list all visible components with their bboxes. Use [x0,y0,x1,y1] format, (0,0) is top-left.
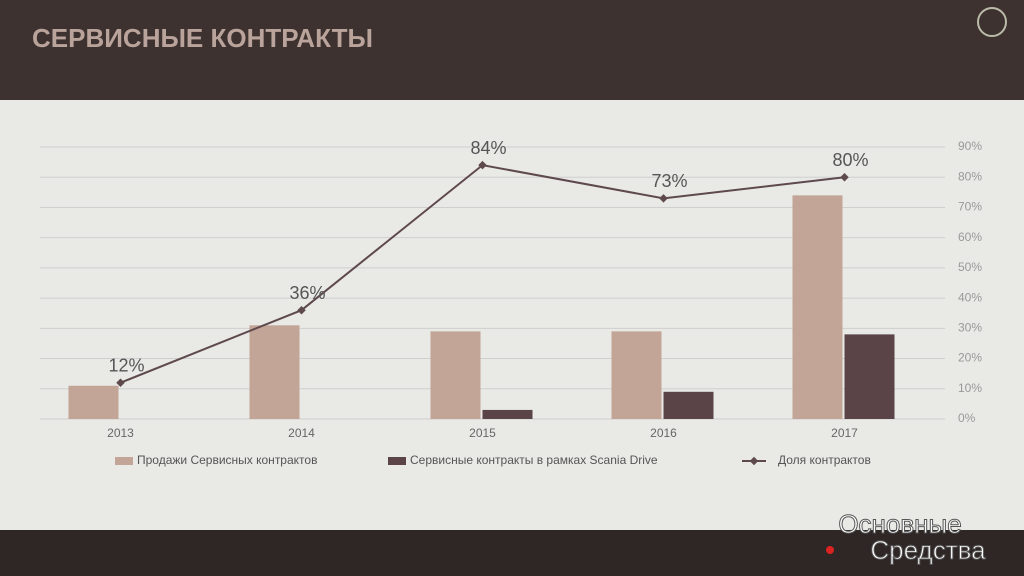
x-tick-label: 2016 [650,426,677,440]
chart-title: СЕРВИСНЫЕ КОНТРАКТЫ [32,23,373,53]
y-tick-label: 0% [958,411,976,425]
data-label: 12% [108,355,144,375]
x-tick-label: 2014 [288,426,315,440]
watermark: Средства [870,535,986,565]
legend-label: Сервисные контракты в рамках Scania Driv… [410,453,658,467]
legend-label: Доля контрактов [778,453,871,467]
y-tick-label: 50% [958,260,982,274]
legend-label: Продажи Сервисных контрактов [137,453,317,467]
legend-swatch [388,457,406,465]
legend-swatch [749,456,759,466]
y-tick-label: 90% [958,139,982,153]
x-tick-label: 2017 [831,426,858,440]
chart-area [0,100,1024,530]
bar [68,385,119,419]
x-tick-label: 2013 [107,426,134,440]
line-marker [297,305,306,315]
bar [430,331,481,419]
watermark: Основные [838,509,961,539]
y-tick-label: 70% [958,200,982,214]
y-tick-label: 40% [958,290,982,304]
bar [792,195,843,419]
y-tick-label: 10% [958,381,982,395]
y-tick-label: 60% [958,230,982,244]
y-tick-label: 20% [958,351,982,365]
line-marker [478,160,487,170]
logo [977,7,1007,37]
header-band [0,0,1024,100]
data-label: 80% [832,150,868,170]
bar [611,331,662,419]
y-tick-label: 30% [958,321,982,335]
bar [663,391,714,419]
watermark-dot [826,546,834,554]
x-tick-label: 2015 [469,426,496,440]
bar [844,334,895,419]
y-tick-label: 80% [958,169,982,183]
bar [482,409,533,419]
data-label: 36% [289,283,325,303]
data-label: 84% [470,138,506,158]
legend-swatch [115,457,133,465]
footer-band [0,530,1024,576]
line-marker [116,378,125,387]
bar [249,325,300,419]
data-label: 73% [651,171,687,191]
